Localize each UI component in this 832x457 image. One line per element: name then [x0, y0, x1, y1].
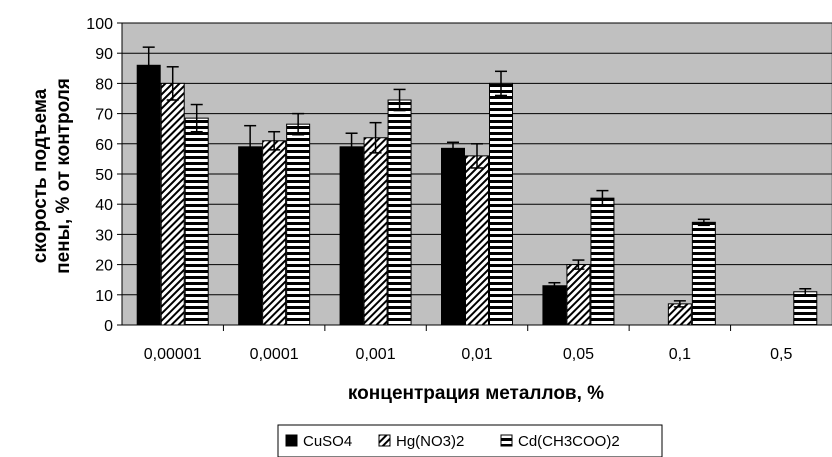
legend-box	[277, 424, 663, 457]
legend-label-cdacetate: Cd(CH3COO)2	[518, 433, 620, 450]
bar	[339, 146, 364, 326]
x-tick-label: 0,00001	[144, 346, 202, 363]
legend-swatch-cdacetate	[500, 434, 513, 447]
x-axis-title: концентрация металлов, %	[348, 383, 604, 404]
y-tick-label: 10	[95, 288, 113, 305]
y-tick-label: 100	[86, 16, 113, 33]
y-tick-label: 0	[104, 318, 113, 335]
x-tick-label: 0,05	[563, 346, 594, 363]
bar	[489, 82, 513, 326]
error-bars	[142, 46, 812, 308]
y-tick-labels: 0 10 20 30 40 50 60 70 80 90 100	[86, 16, 113, 335]
bar	[465, 155, 489, 326]
y-tick-label: 30	[95, 227, 113, 244]
legend-label-hgno3: Hg(NO3)2	[396, 433, 464, 450]
bar	[262, 140, 287, 326]
bar	[160, 82, 185, 326]
legend-swatch-cuso4	[285, 434, 298, 447]
bar	[184, 117, 209, 326]
bar	[590, 197, 615, 326]
bar	[238, 146, 263, 326]
x-tick-label: 0,001	[356, 346, 396, 363]
bar	[387, 99, 412, 326]
x-tick-labels: 0,00001 0,0001 0,001 0,01 0,05 0,1 0,5	[144, 346, 793, 363]
y-tick-label: 50	[95, 167, 113, 184]
bar	[363, 137, 388, 326]
y-axis-title-line-2: пены, % от контроля	[53, 78, 74, 274]
y-tick-label: 70	[95, 107, 113, 124]
y-tick-label: 20	[95, 258, 113, 275]
y-axis-title-line-1: скорость подъема	[30, 88, 51, 263]
bar	[566, 264, 591, 326]
legend-label-cuso4: CuSO4	[303, 433, 352, 450]
x-tick-label: 0,1	[669, 346, 691, 363]
y-tick-label: 60	[95, 137, 113, 154]
bar	[441, 147, 465, 326]
y-tick-label: 80	[95, 76, 113, 93]
bar	[286, 123, 311, 326]
bar	[136, 64, 161, 326]
bar	[691, 221, 716, 326]
bar	[542, 285, 567, 326]
axes	[117, 22, 832, 331]
x-tick-label: 0,01	[461, 346, 492, 363]
x-tick-label: 0,0001	[250, 346, 299, 363]
y-tick-label: 90	[95, 46, 113, 63]
bar	[793, 291, 818, 326]
x-tick-label: 0,5	[770, 346, 792, 363]
legend-swatch-hgno3	[378, 434, 391, 447]
legend: CuSO4 Hg(NO3)2 Cd(CH3COO)2	[277, 424, 663, 457]
y-tick-label: 40	[95, 197, 113, 214]
